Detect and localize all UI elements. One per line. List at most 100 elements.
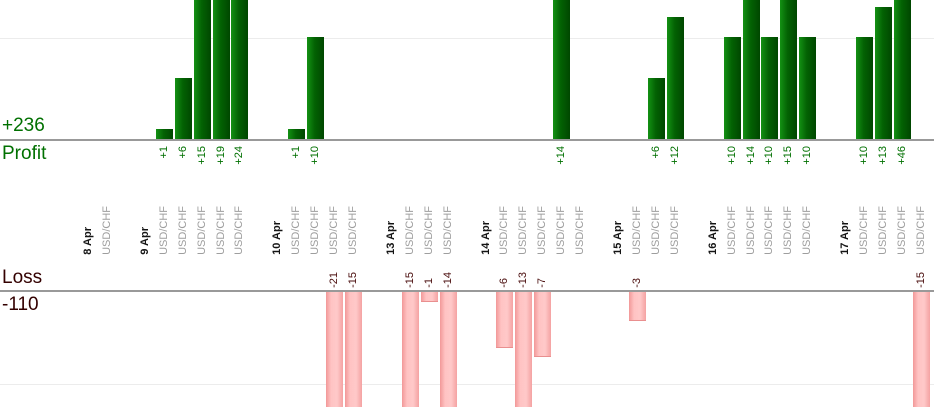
symbol-label: USD/CHF bbox=[158, 206, 170, 255]
symbol-label: USD/CHF bbox=[233, 206, 245, 255]
loss-bar bbox=[421, 292, 438, 302]
symbol-label: USD/CHF bbox=[915, 206, 927, 255]
profit-bar bbox=[799, 37, 816, 139]
loss-bar bbox=[345, 292, 362, 407]
loss-value-label: -14 bbox=[442, 272, 454, 288]
symbol-label: USD/CHF bbox=[763, 206, 775, 255]
symbol-label: USD/CHF bbox=[309, 206, 321, 255]
symbol-label: USD/CHF bbox=[196, 206, 208, 255]
profit-bar bbox=[724, 37, 741, 139]
profit-value-label: +10 bbox=[763, 146, 775, 165]
profit-bar bbox=[875, 7, 892, 139]
loss-bar bbox=[402, 292, 419, 407]
loss-value-label: -7 bbox=[536, 278, 548, 288]
profit-value-label: +14 bbox=[555, 146, 567, 165]
profit-bar bbox=[761, 37, 778, 139]
symbol-label: USD/CHF bbox=[858, 206, 870, 255]
profit-value-label: +10 bbox=[726, 146, 738, 165]
symbol-label: USD/CHF bbox=[555, 206, 567, 255]
profit-bar bbox=[648, 78, 665, 139]
loss-value-label: -3 bbox=[631, 278, 643, 288]
loss-value-label: -15 bbox=[347, 272, 359, 288]
loss-bar bbox=[326, 292, 343, 407]
date-label: 14 Apr bbox=[480, 221, 492, 255]
symbol-label: USD/CHF bbox=[801, 206, 813, 255]
profit-total-label: +236 bbox=[2, 115, 45, 136]
symbol-label: USD/CHF bbox=[328, 206, 340, 255]
loss-bar bbox=[440, 292, 457, 407]
profit-bar bbox=[231, 0, 248, 139]
profit-value-label: +6 bbox=[177, 146, 189, 159]
symbol-label: USD/CHF bbox=[877, 206, 889, 255]
loss-axis-title: Loss bbox=[2, 267, 43, 288]
symbol-label: USD/CHF bbox=[290, 206, 302, 255]
profit-bar bbox=[156, 129, 173, 139]
date-label: 9 Apr bbox=[139, 227, 151, 255]
profit-bars-area bbox=[0, 0, 934, 139]
symbol-label: USD/CHF bbox=[215, 206, 227, 255]
loss-value-label: -15 bbox=[404, 272, 416, 288]
symbol-label: USD/CHF bbox=[347, 206, 359, 255]
profit-bar bbox=[743, 0, 760, 139]
symbol-label: USD/CHF bbox=[631, 206, 643, 255]
loss-bar bbox=[515, 292, 532, 407]
profit-value-label: +10 bbox=[801, 146, 813, 165]
symbol-label: USD/CHF bbox=[517, 206, 529, 255]
profit-value-label: +13 bbox=[877, 146, 889, 165]
profit-value-label: +15 bbox=[196, 146, 208, 165]
profit-bar bbox=[194, 0, 211, 139]
symbol-label: USD/CHF bbox=[745, 206, 757, 255]
symbol-label: USD/CHF bbox=[498, 206, 510, 255]
profit-value-label: +10 bbox=[858, 146, 870, 165]
loss-bar bbox=[913, 292, 930, 407]
symbol-label: USD/CHF bbox=[177, 206, 189, 255]
profit-value-label: +10 bbox=[309, 146, 321, 165]
loss-axis-line bbox=[0, 290, 934, 292]
symbol-label: USD/CHF bbox=[404, 206, 416, 255]
symbol-label: USD/CHF bbox=[536, 206, 548, 255]
loss-gridline bbox=[0, 384, 934, 385]
symbol-label: USD/CHF bbox=[669, 206, 681, 255]
loss-value-label: -15 bbox=[915, 272, 927, 288]
profit-bar bbox=[894, 0, 911, 139]
symbol-label: USD/CHF bbox=[442, 206, 454, 255]
profit-bar bbox=[780, 0, 797, 139]
loss-value-label: -13 bbox=[517, 272, 529, 288]
symbol-label: USD/CHF bbox=[726, 206, 738, 255]
loss-bar bbox=[629, 292, 646, 321]
profit-bar bbox=[213, 0, 230, 139]
date-label: 17 Apr bbox=[839, 221, 851, 255]
date-label: 10 Apr bbox=[271, 221, 283, 255]
profit-value-label: +12 bbox=[669, 146, 681, 165]
profit-bar bbox=[553, 0, 570, 139]
profit-value-label: +46 bbox=[896, 146, 908, 165]
date-label: 8 Apr bbox=[82, 227, 94, 255]
profit-gridline bbox=[0, 38, 934, 39]
loss-bar bbox=[534, 292, 551, 357]
profit-axis-title: Profit bbox=[2, 143, 47, 164]
symbol-label: USD/CHF bbox=[574, 206, 586, 255]
profit-bar bbox=[288, 129, 305, 139]
loss-bar bbox=[496, 292, 513, 348]
profit-value-label: +1 bbox=[158, 146, 170, 159]
profit-axis-line bbox=[0, 139, 934, 141]
loss-value-label: -6 bbox=[498, 278, 510, 288]
loss-bars-area bbox=[0, 292, 934, 407]
profit-value-label: +24 bbox=[233, 146, 245, 165]
symbol-label: USD/CHF bbox=[896, 206, 908, 255]
symbol-label: USD/CHF bbox=[101, 206, 113, 255]
profit-value-label: +15 bbox=[782, 146, 794, 165]
symbol-label: USD/CHF bbox=[782, 206, 794, 255]
loss-total-label: -110 bbox=[2, 294, 39, 315]
profit-value-label: +6 bbox=[650, 146, 662, 159]
symbol-label: USD/CHF bbox=[650, 206, 662, 255]
profit-bar bbox=[175, 78, 192, 139]
profit-bar bbox=[667, 17, 684, 139]
loss-value-label: -1 bbox=[423, 278, 435, 288]
date-label: 13 Apr bbox=[385, 221, 397, 255]
profit-bar bbox=[856, 37, 873, 139]
profit-bar bbox=[307, 37, 324, 139]
profit-value-label: +1 bbox=[290, 146, 302, 159]
loss-value-label: -21 bbox=[328, 272, 340, 288]
